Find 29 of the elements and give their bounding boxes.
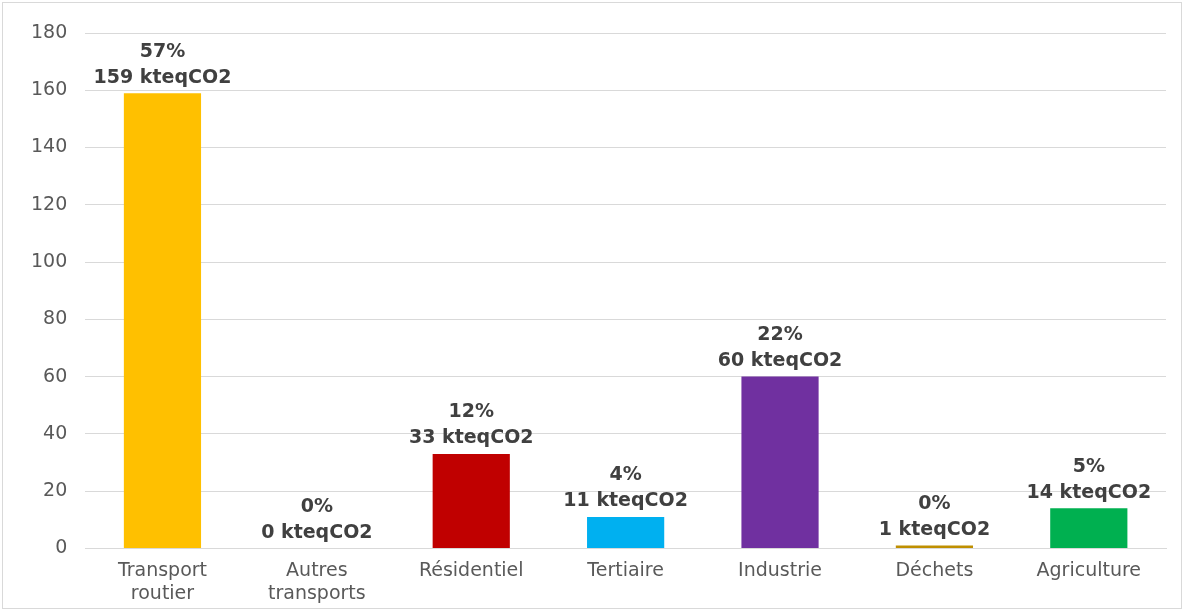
data-label: 12% 33 kteqCO2 — [408, 399, 534, 448]
data-label: 22% 60 kteqCO2 — [717, 322, 843, 371]
y-tick-label: 60 — [43, 363, 68, 386]
bar — [741, 376, 819, 548]
data-label: 0% 0 kteqCO2 — [261, 493, 373, 542]
y-tick-label: 160 — [31, 77, 68, 100]
x-tick-label: Tertiaire — [586, 557, 664, 580]
y-tick-label: 20 — [43, 478, 68, 501]
y-tick-label: 80 — [43, 306, 68, 329]
y-tick-label: 100 — [31, 249, 68, 271]
x-tick-label: Agriculture — [1036, 557, 1142, 580]
y-tick-label: 140 — [31, 134, 68, 157]
bar — [1050, 508, 1128, 548]
x-tick-label: Transport routier — [116, 557, 208, 603]
data-label: 4% 11 kteqCO2 — [563, 462, 688, 511]
data-label: 57% 159 kteqCO2 — [93, 38, 232, 87]
data-label: 5% 14 kteqCO2 — [1026, 453, 1152, 502]
data-label: 0% 1 kteqCO2 — [878, 490, 991, 539]
y-tick-label: 0 — [55, 535, 68, 558]
y-tick-label: 120 — [31, 191, 68, 214]
y-tick-label: 180 — [31, 19, 68, 42]
bar — [432, 453, 510, 548]
x-tick-label: Autres transports — [268, 557, 366, 603]
x-tick-label: Résidentiel — [418, 557, 524, 580]
x-tick-label: Déchets — [895, 557, 974, 580]
bar — [587, 516, 665, 548]
y-tick-label: 40 — [43, 420, 68, 443]
bar — [123, 93, 202, 548]
x-tick-label: Industrie — [738, 557, 822, 580]
